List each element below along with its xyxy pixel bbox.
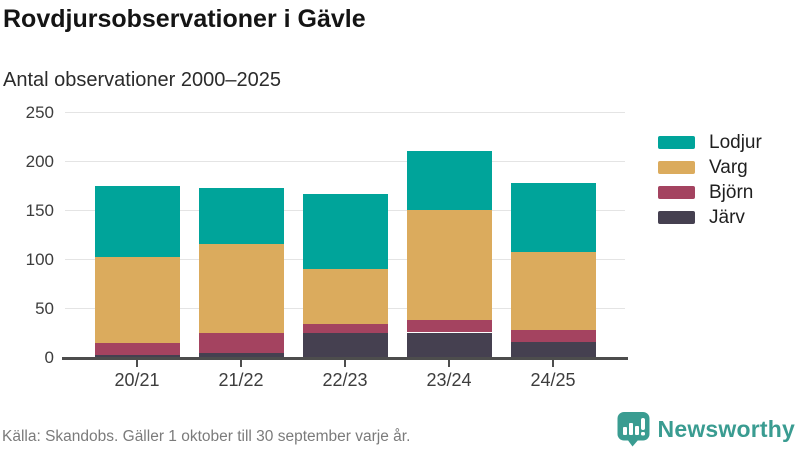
- bar-segment-järv-23-24: [406, 332, 492, 357]
- x-tick-mark: [240, 360, 242, 367]
- legend-item-varg: Varg: [658, 155, 762, 180]
- legend-swatch-varg: [658, 161, 695, 174]
- legend-label-lodjur: Lodjur: [709, 131, 762, 153]
- x-tick-mark: [344, 360, 346, 367]
- bar-segment-järv-20-21: [94, 355, 180, 357]
- bar-segment-lodjur-21-22: [198, 188, 284, 245]
- bar-segment-björn-24-25: [510, 329, 596, 343]
- x-axis-line: [62, 357, 628, 360]
- legend-item-järv: Järv: [658, 205, 762, 230]
- x-tick-label: 22/23: [322, 370, 368, 390]
- bar-segment-varg-21-22: [198, 244, 284, 334]
- bar-segment-lodjur-20-21: [94, 185, 180, 258]
- bar-segment-varg-22-23: [302, 268, 388, 324]
- x-tick-label: 20/21: [114, 370, 160, 390]
- bar-segment-järv-21-22: [198, 353, 284, 357]
- bar-segment-lodjur-22-23: [302, 194, 388, 269]
- newsworthy-pin-icon: [617, 412, 650, 447]
- legend-swatch-järv: [658, 211, 695, 224]
- y-tick-label: 100: [25, 250, 54, 269]
- bar-segment-varg-20-21: [94, 257, 180, 344]
- legend-item-björn: Björn: [658, 180, 762, 205]
- y-tick-label: 250: [25, 103, 54, 122]
- bar-segment-järv-24-25: [510, 342, 596, 357]
- x-tick-mark: [552, 360, 554, 367]
- grid-line: [65, 111, 625, 113]
- newsworthy-logo: Newsworthy: [617, 410, 795, 448]
- y-tick-label: 150: [25, 201, 54, 220]
- bar-segment-järv-22-23: [302, 333, 388, 357]
- x-tick-label: 24/25: [530, 370, 576, 390]
- x-tick-label: 21/22: [218, 370, 264, 390]
- y-tick-label: 0: [44, 348, 54, 367]
- bar-segment-björn-22-23: [302, 323, 388, 334]
- bar-segment-varg-23-24: [406, 210, 492, 320]
- legend-label-björn: Björn: [709, 181, 754, 203]
- bar-segment-björn-21-22: [198, 333, 284, 354]
- source-note: Källa: Skandobs. Gäller 1 oktober till 3…: [2, 428, 411, 445]
- bar-segment-lodjur-23-24: [406, 151, 492, 210]
- legend: Lodjur Varg Björn Järv: [658, 130, 762, 230]
- x-tick-mark: [448, 360, 450, 367]
- bar-segment-björn-23-24: [406, 319, 492, 333]
- page-title: Rovdjursobservationer i Gävle: [3, 5, 366, 33]
- y-tick-label: 200: [25, 152, 54, 171]
- x-tick-mark: [136, 360, 138, 367]
- x-tick-label: 23/24: [426, 370, 472, 390]
- legend-item-lodjur: Lodjur: [658, 130, 762, 155]
- legend-swatch-lodjur: [658, 136, 695, 149]
- legend-swatch-björn: [658, 186, 695, 199]
- bar-segment-lodjur-24-25: [510, 182, 596, 253]
- bar-segment-björn-20-21: [94, 343, 180, 356]
- grid-line: [65, 160, 625, 162]
- chart-subtitle: Antal observationer 2000–2025: [3, 69, 281, 91]
- legend-label-järv: Järv: [709, 206, 745, 228]
- y-tick-label: 50: [35, 299, 54, 318]
- bar-segment-varg-24-25: [510, 252, 596, 330]
- newsworthy-wordmark: Newsworthy: [657, 415, 795, 442]
- legend-label-varg: Varg: [709, 156, 748, 178]
